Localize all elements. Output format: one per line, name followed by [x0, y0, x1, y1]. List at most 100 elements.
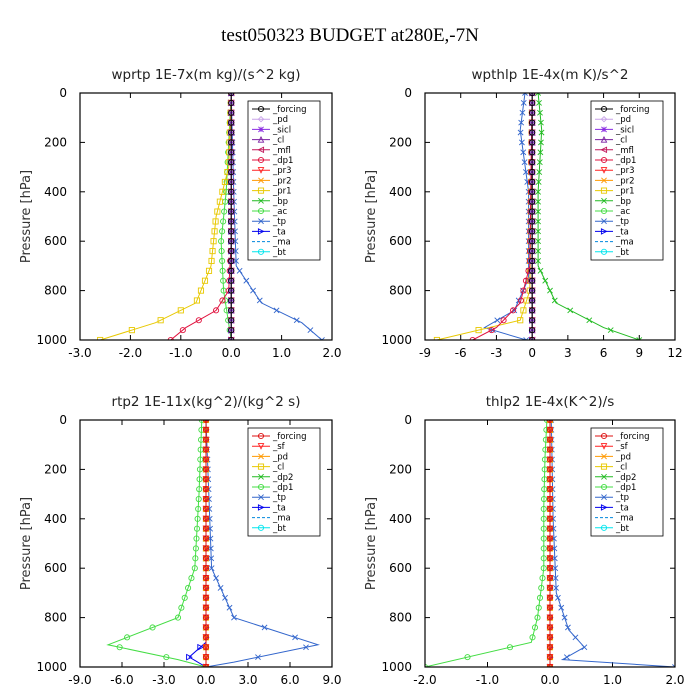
wprtp-series-ac-point [218, 248, 225, 255]
wprtp-series-forcing-point [228, 218, 235, 225]
wprtp-series-forcing-point [228, 198, 235, 205]
wprtp-ytick-label: 600 [44, 234, 67, 248]
rtp2-xtick-label: 9.0 [322, 673, 341, 687]
wprtp-xtick-label: 2.0 [322, 346, 341, 360]
rtp2-series-tp-point [303, 644, 309, 651]
thlp2-legend-pd-marker [601, 453, 607, 460]
wprtp-frame [79, 92, 333, 341]
wpthlp-legend-cl-marker [600, 135, 608, 143]
thlp2-xtick-label: 0.0 [540, 673, 559, 687]
wprtp-series-tp-point [319, 337, 325, 340]
wpthlp-series-bp-point [538, 119, 544, 126]
wpthlp-series-tp-point [517, 129, 524, 136]
thlp2-series-forcing-point [546, 584, 554, 592]
wpthlp-series-forcing-point [529, 287, 536, 294]
thlp2-series-dp1-point [529, 634, 536, 641]
wpthlp-series-forcing-point [529, 307, 536, 314]
thlp2-series-tp-point [553, 585, 559, 591]
wpthlp-legend-ta-label: _ta [615, 227, 629, 237]
wpthlp-series-bp-point [537, 267, 544, 274]
wpthlp-series-tp-point [494, 317, 501, 324]
thlp2-ylabel: Pressure [hPa] [364, 497, 379, 590]
rtp2-legend-cl-label: _cl [272, 463, 284, 473]
wpthlp-series-dp1-point [488, 327, 495, 334]
thlp2-series-dp1-point [540, 495, 547, 503]
panel-wpthlp: wpthlp 1E-4x(m K)/s^2 Pressure [hPa] -9 -6 -… [364, 67, 683, 360]
wprtp-series-tp-point [307, 327, 314, 334]
rtp2-series-forcing-point [202, 644, 210, 651]
wprtp-series-forcing-point [228, 257, 235, 265]
rtp2-series-forcing-point [202, 495, 210, 503]
wprtp-legend-bt-marker [257, 248, 265, 255]
wpthlp-series-bp-point [547, 287, 553, 294]
wprtp-series-forcing-point [228, 188, 235, 195]
wpthlp-series-forcing-point [529, 238, 536, 245]
wpthlp-series-dp1-point [520, 287, 527, 294]
wprtp-xtick-label: -2.0 [119, 346, 142, 360]
thlp2-legend-sf-label: _sf [615, 442, 629, 452]
thlp2-series-dp1-line [425, 420, 548, 667]
wprtp-series-forcing [228, 93, 235, 340]
thlp2-series-forcing-point [546, 446, 554, 453]
thlp2-series-dp1-point [540, 535, 547, 542]
wpthlp-legend-ac-marker [600, 207, 608, 215]
wprtp-legend-forcing-marker [257, 105, 265, 113]
thlp2-legend-dp1-label: _dp1 [615, 483, 636, 493]
thlp2-series-forcing-point [546, 565, 554, 572]
thlp2-series-tp-point [564, 624, 571, 631]
wpthlp-series-bp-point [607, 327, 614, 334]
rtp2-series-tp-point [217, 585, 224, 591]
rtp2-series-ta-point [197, 643, 205, 651]
wpthlp-series-forcing-point [529, 317, 536, 324]
rtp2-series-forcing-point [202, 466, 210, 473]
thlp2-legend-pd-label: _pd [615, 452, 631, 462]
panel-thlp2: thlp2 1E-4x(K^2)/s Pressure [hPa] -2.0 -1.0… [364, 394, 685, 687]
rtp2-legend-forcing-marker [257, 432, 265, 440]
wpthlp-legend-ac-label: _ac [615, 207, 630, 217]
rtp2-legend-forcing-label: _forcing [272, 432, 307, 442]
rtp2-ylabel: Pressure [hPa] [19, 497, 34, 590]
wpthlp-series-bp-point [535, 198, 542, 205]
wprtp-series-forcing-point [228, 129, 235, 136]
rtp2-series-dp1-line [106, 420, 207, 667]
wpthlp-series-bp-point [535, 228, 542, 235]
thlp2-ytick-label: 800 [389, 611, 412, 625]
wprtp-series-forcing-point [228, 238, 235, 245]
thlp2-series-dp1-point [531, 624, 539, 631]
wpthlp-ytick-label: 200 [389, 135, 412, 149]
thlp2-xtick-label: -2.0 [413, 673, 436, 687]
wpthlp-series-bp-point [538, 129, 545, 136]
wpthlp-series-forcing-point [529, 159, 536, 166]
wpthlp-legend-bt-label: _bt [615, 248, 630, 258]
rtp2-series-dp1-point [124, 634, 131, 641]
thlp2-series-tp-point [552, 565, 559, 572]
wprtp-legend-mfl-marker [257, 146, 265, 154]
wprtp-legend-pr3-label: _pr3 [272, 166, 292, 176]
rtp2-legend-tp-label: _tp [272, 493, 286, 503]
wpthlp-legend-cl-label: _cl [615, 136, 627, 146]
wpthlp-xtick-label: -9 [419, 346, 431, 360]
wpthlp-xtick-label: 9 [635, 346, 643, 360]
rtp2-series-forcing-point [202, 515, 210, 522]
thlp2-xtick-label: -1.0 [476, 673, 499, 687]
rtp2-legend-pd-marker [258, 453, 264, 460]
wprtp-series-forcing-point [228, 109, 235, 116]
wprtp-series-pr1-line [100, 93, 232, 340]
wpthlp-series-pr1-point [475, 327, 482, 334]
wprtp-series-ac-line [220, 93, 232, 340]
wpthlp-series-forcing-point [529, 109, 536, 116]
thlp2-legend: _forcing_sf_pd_cl_dp2_dp1_tp_ta_ma_bt [590, 427, 664, 537]
thlp2-series-dp1-point [464, 654, 471, 661]
wprtp-series-forcing-point [228, 248, 235, 255]
wpthlp-series-forcing-point [529, 228, 536, 235]
rtp2-title: rtp2 1E-11x(kg^2)/(kg^2 s) [112, 394, 301, 410]
wprtp-series-ac-point [218, 238, 225, 245]
wpthlp-series-tp-point [522, 169, 529, 175]
thlp2-series-dp1-point [540, 545, 547, 552]
panel-rtp2: rtp2 1E-11x(kg^2)/(kg^2 s) Pressure [hPa]… [19, 394, 342, 687]
rtp2-series-dp1-point [192, 545, 199, 552]
wpthlp-xtick-label: 6 [600, 346, 608, 360]
wprtp-series-forcing-point [228, 327, 235, 334]
wpthlp-series-tp-point [523, 337, 530, 340]
wpthlp-series-bp-point [536, 99, 542, 106]
